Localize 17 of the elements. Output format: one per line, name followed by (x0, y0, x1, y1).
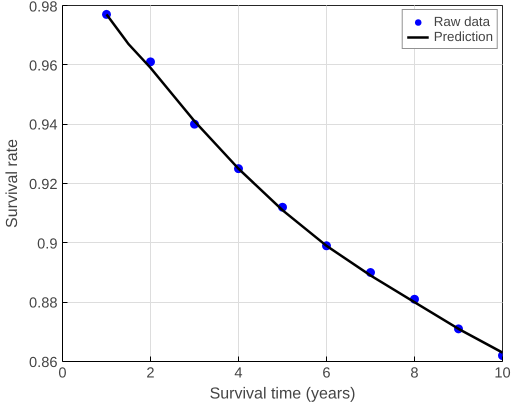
x-tick-label: 6 (322, 366, 331, 382)
y-tick-label: 0.9 (37, 236, 58, 252)
x-tick-label: 4 (234, 366, 243, 382)
x-tick-label: 2 (146, 366, 155, 382)
x-tick-label: 0 (58, 366, 67, 382)
y-tick-label: 0.96 (28, 58, 58, 74)
y-tick-label: 0.88 (28, 296, 58, 312)
y-tick-label: 0.98 (28, 0, 58, 16)
y-tick-label: 0.86 (28, 355, 58, 371)
x-tick-label: 8 (410, 366, 419, 382)
x-axis-title: Survival time (years) (210, 386, 356, 402)
x-tick-label: 10 (494, 366, 511, 382)
legend-label: Prediction (434, 29, 493, 44)
y-tick-label: 0.92 (28, 177, 58, 193)
y-tick-label: 0.94 (28, 118, 58, 134)
legend-label: Raw data (434, 14, 490, 29)
y-axis-title: Survival rate (4, 138, 21, 228)
